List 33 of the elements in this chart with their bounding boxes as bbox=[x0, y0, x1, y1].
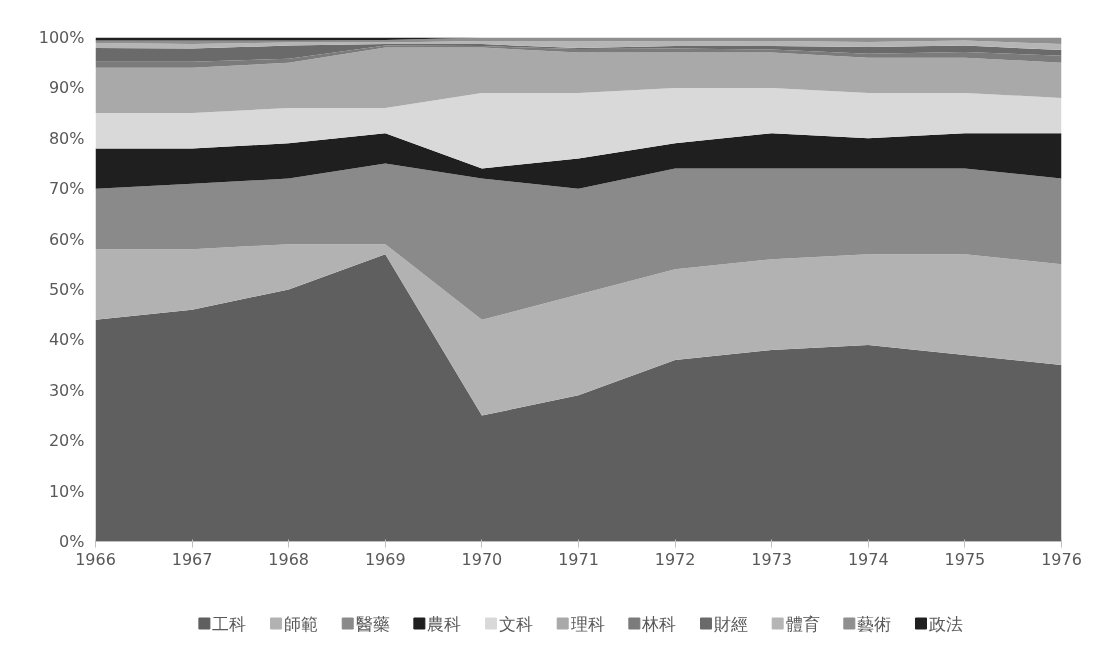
y-tick-label: 60% bbox=[48, 229, 85, 249]
x-tick-label: 1970 bbox=[461, 549, 503, 569]
x-tick-label: 1971 bbox=[558, 549, 599, 569]
legend-label: 農科 bbox=[427, 613, 462, 634]
y-tick-label: 30% bbox=[48, 380, 85, 400]
legend-label: 體育 bbox=[785, 613, 820, 634]
y-tick-label: 20% bbox=[48, 431, 85, 451]
legend-label: 師範 bbox=[283, 613, 318, 634]
legend-label: 文科 bbox=[498, 613, 533, 634]
y-tick-label: 50% bbox=[48, 280, 85, 299]
y-tick-label: 10% bbox=[48, 481, 85, 501]
x-tick-label: 1967 bbox=[171, 549, 213, 569]
y-tick-label: 0% bbox=[59, 532, 85, 551]
y-tick-label: 100% bbox=[38, 28, 85, 47]
y-tick-label: 40% bbox=[48, 330, 85, 350]
legend-label: 工科 bbox=[212, 613, 247, 634]
legend-label: 林科 bbox=[641, 613, 677, 634]
x-tick-label: 1969 bbox=[364, 549, 406, 569]
y-tick-label: 80% bbox=[48, 128, 85, 148]
legend-label: 財經 bbox=[713, 613, 748, 634]
y-tick-label: 90% bbox=[48, 78, 85, 98]
x-tick-label: 1972 bbox=[654, 549, 696, 569]
x-tick-label: 1966 bbox=[75, 549, 116, 569]
x-tick-label: 1976 bbox=[1041, 549, 1082, 569]
x-tick-label: 1975 bbox=[944, 549, 986, 569]
x-tick-label: 1974 bbox=[847, 549, 889, 569]
x-tick-label: 1968 bbox=[268, 549, 310, 569]
y-tick-label: 70% bbox=[48, 179, 85, 199]
legend-label: 藝術 bbox=[857, 613, 892, 634]
x-tick-label: 1973 bbox=[751, 549, 793, 569]
legend-label: 理科 bbox=[570, 613, 605, 634]
legend-label: 政法 bbox=[928, 613, 963, 634]
legend-label: 醫藥 bbox=[355, 613, 390, 634]
